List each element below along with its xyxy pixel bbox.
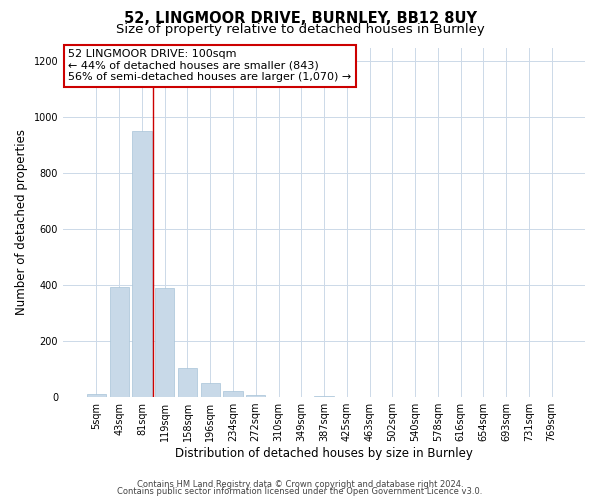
Bar	[132, 132, 152, 397]
Bar	[269, 396, 288, 397]
Bar	[110, 286, 129, 397]
Text: Contains HM Land Registry data © Crown copyright and database right 2024.: Contains HM Land Registry data © Crown c…	[137, 480, 463, 489]
Text: 52, LINGMOOR DRIVE, BURNLEY, BB12 8UY: 52, LINGMOOR DRIVE, BURNLEY, BB12 8UY	[124, 11, 476, 26]
Bar	[87, 394, 106, 397]
Bar	[155, 288, 175, 397]
Bar	[223, 391, 242, 397]
Y-axis label: Number of detached properties: Number of detached properties	[15, 130, 28, 316]
Text: Size of property relative to detached houses in Burnley: Size of property relative to detached ho…	[116, 22, 484, 36]
Bar	[200, 382, 220, 397]
Bar	[246, 395, 265, 397]
Text: 52 LINGMOOR DRIVE: 100sqm
← 44% of detached houses are smaller (843)
56% of semi: 52 LINGMOOR DRIVE: 100sqm ← 44% of detac…	[68, 49, 352, 82]
Text: Contains public sector information licensed under the Open Government Licence v3: Contains public sector information licen…	[118, 488, 482, 496]
Bar	[314, 396, 334, 397]
X-axis label: Distribution of detached houses by size in Burnley: Distribution of detached houses by size …	[175, 447, 473, 460]
Bar	[178, 368, 197, 397]
